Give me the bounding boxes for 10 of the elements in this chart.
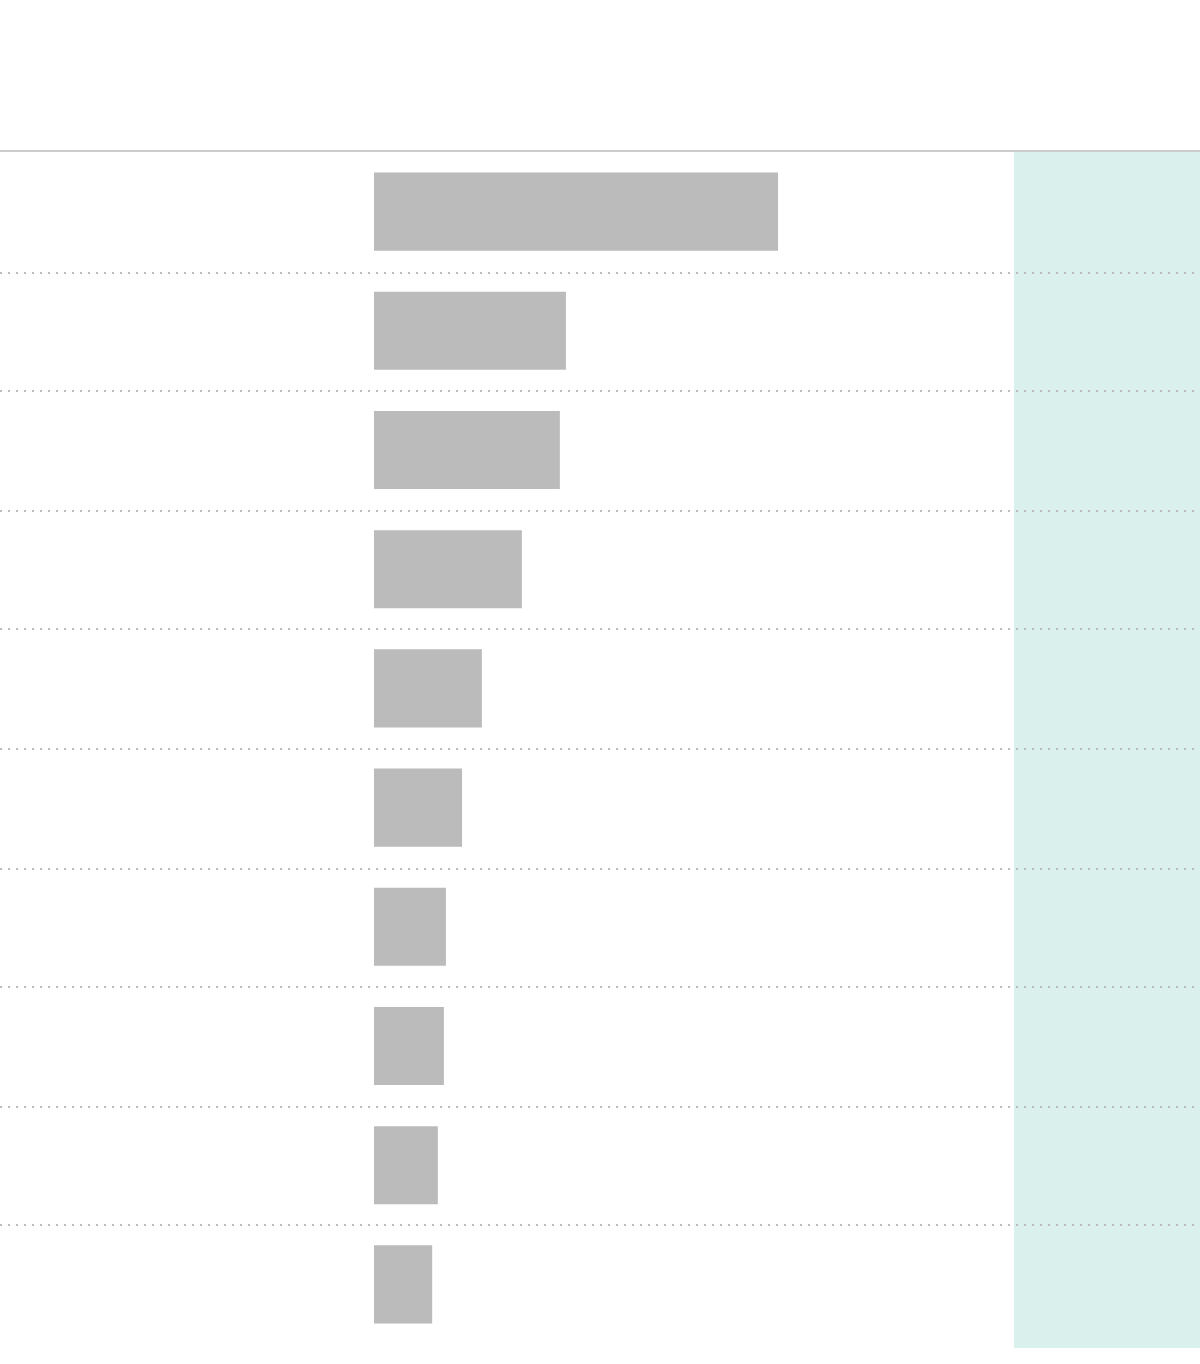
bar — [374, 1006, 444, 1086]
bar — [374, 410, 560, 490]
bar — [374, 1245, 433, 1324]
bar — [374, 649, 482, 728]
bar — [374, 887, 446, 966]
bar — [374, 291, 566, 370]
bar — [374, 1126, 438, 1205]
bar — [374, 530, 522, 609]
bar — [374, 172, 779, 251]
bar — [374, 768, 463, 847]
